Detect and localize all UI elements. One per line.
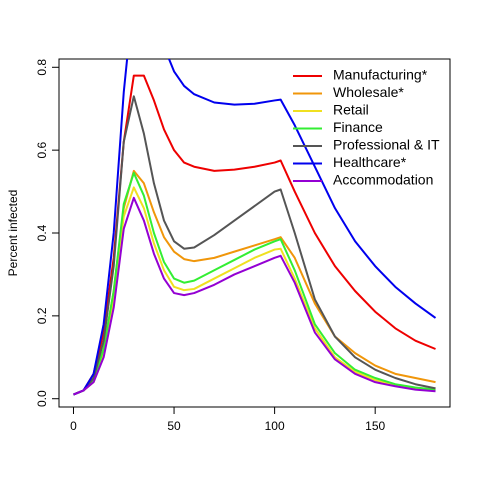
legend-label: Healthcare* (333, 154, 407, 170)
x-tick-label: 100 (265, 419, 285, 433)
plot-box (58, 58, 451, 408)
y-tick-label: 0.0 (35, 390, 49, 407)
series-line (73, 186, 436, 396)
legend-label: Professional & IT (333, 137, 440, 153)
y-tick-label: 0.2 (35, 307, 49, 324)
y-tick-label: 0.8 (35, 59, 49, 76)
series-line (73, 95, 436, 396)
legend-label: Retail (333, 102, 369, 118)
y-tick-label: 0.6 (35, 141, 49, 158)
y-tick-label: 0.4 (35, 224, 49, 241)
legend-label: Wholesale* (333, 84, 404, 100)
series-line (73, 196, 436, 396)
plot-area (73, 59, 437, 396)
x-tick-label: 150 (365, 419, 385, 433)
legend-label: Accommodation (333, 172, 433, 188)
series-line (73, 171, 436, 396)
x-tick-label: 0 (70, 419, 77, 433)
x-tick-label: 50 (167, 419, 181, 433)
y-axis-label: Percent infected (6, 190, 20, 277)
legend-label: Finance (333, 119, 383, 135)
legend-label: Manufacturing* (333, 67, 428, 83)
series-line (73, 59, 437, 396)
